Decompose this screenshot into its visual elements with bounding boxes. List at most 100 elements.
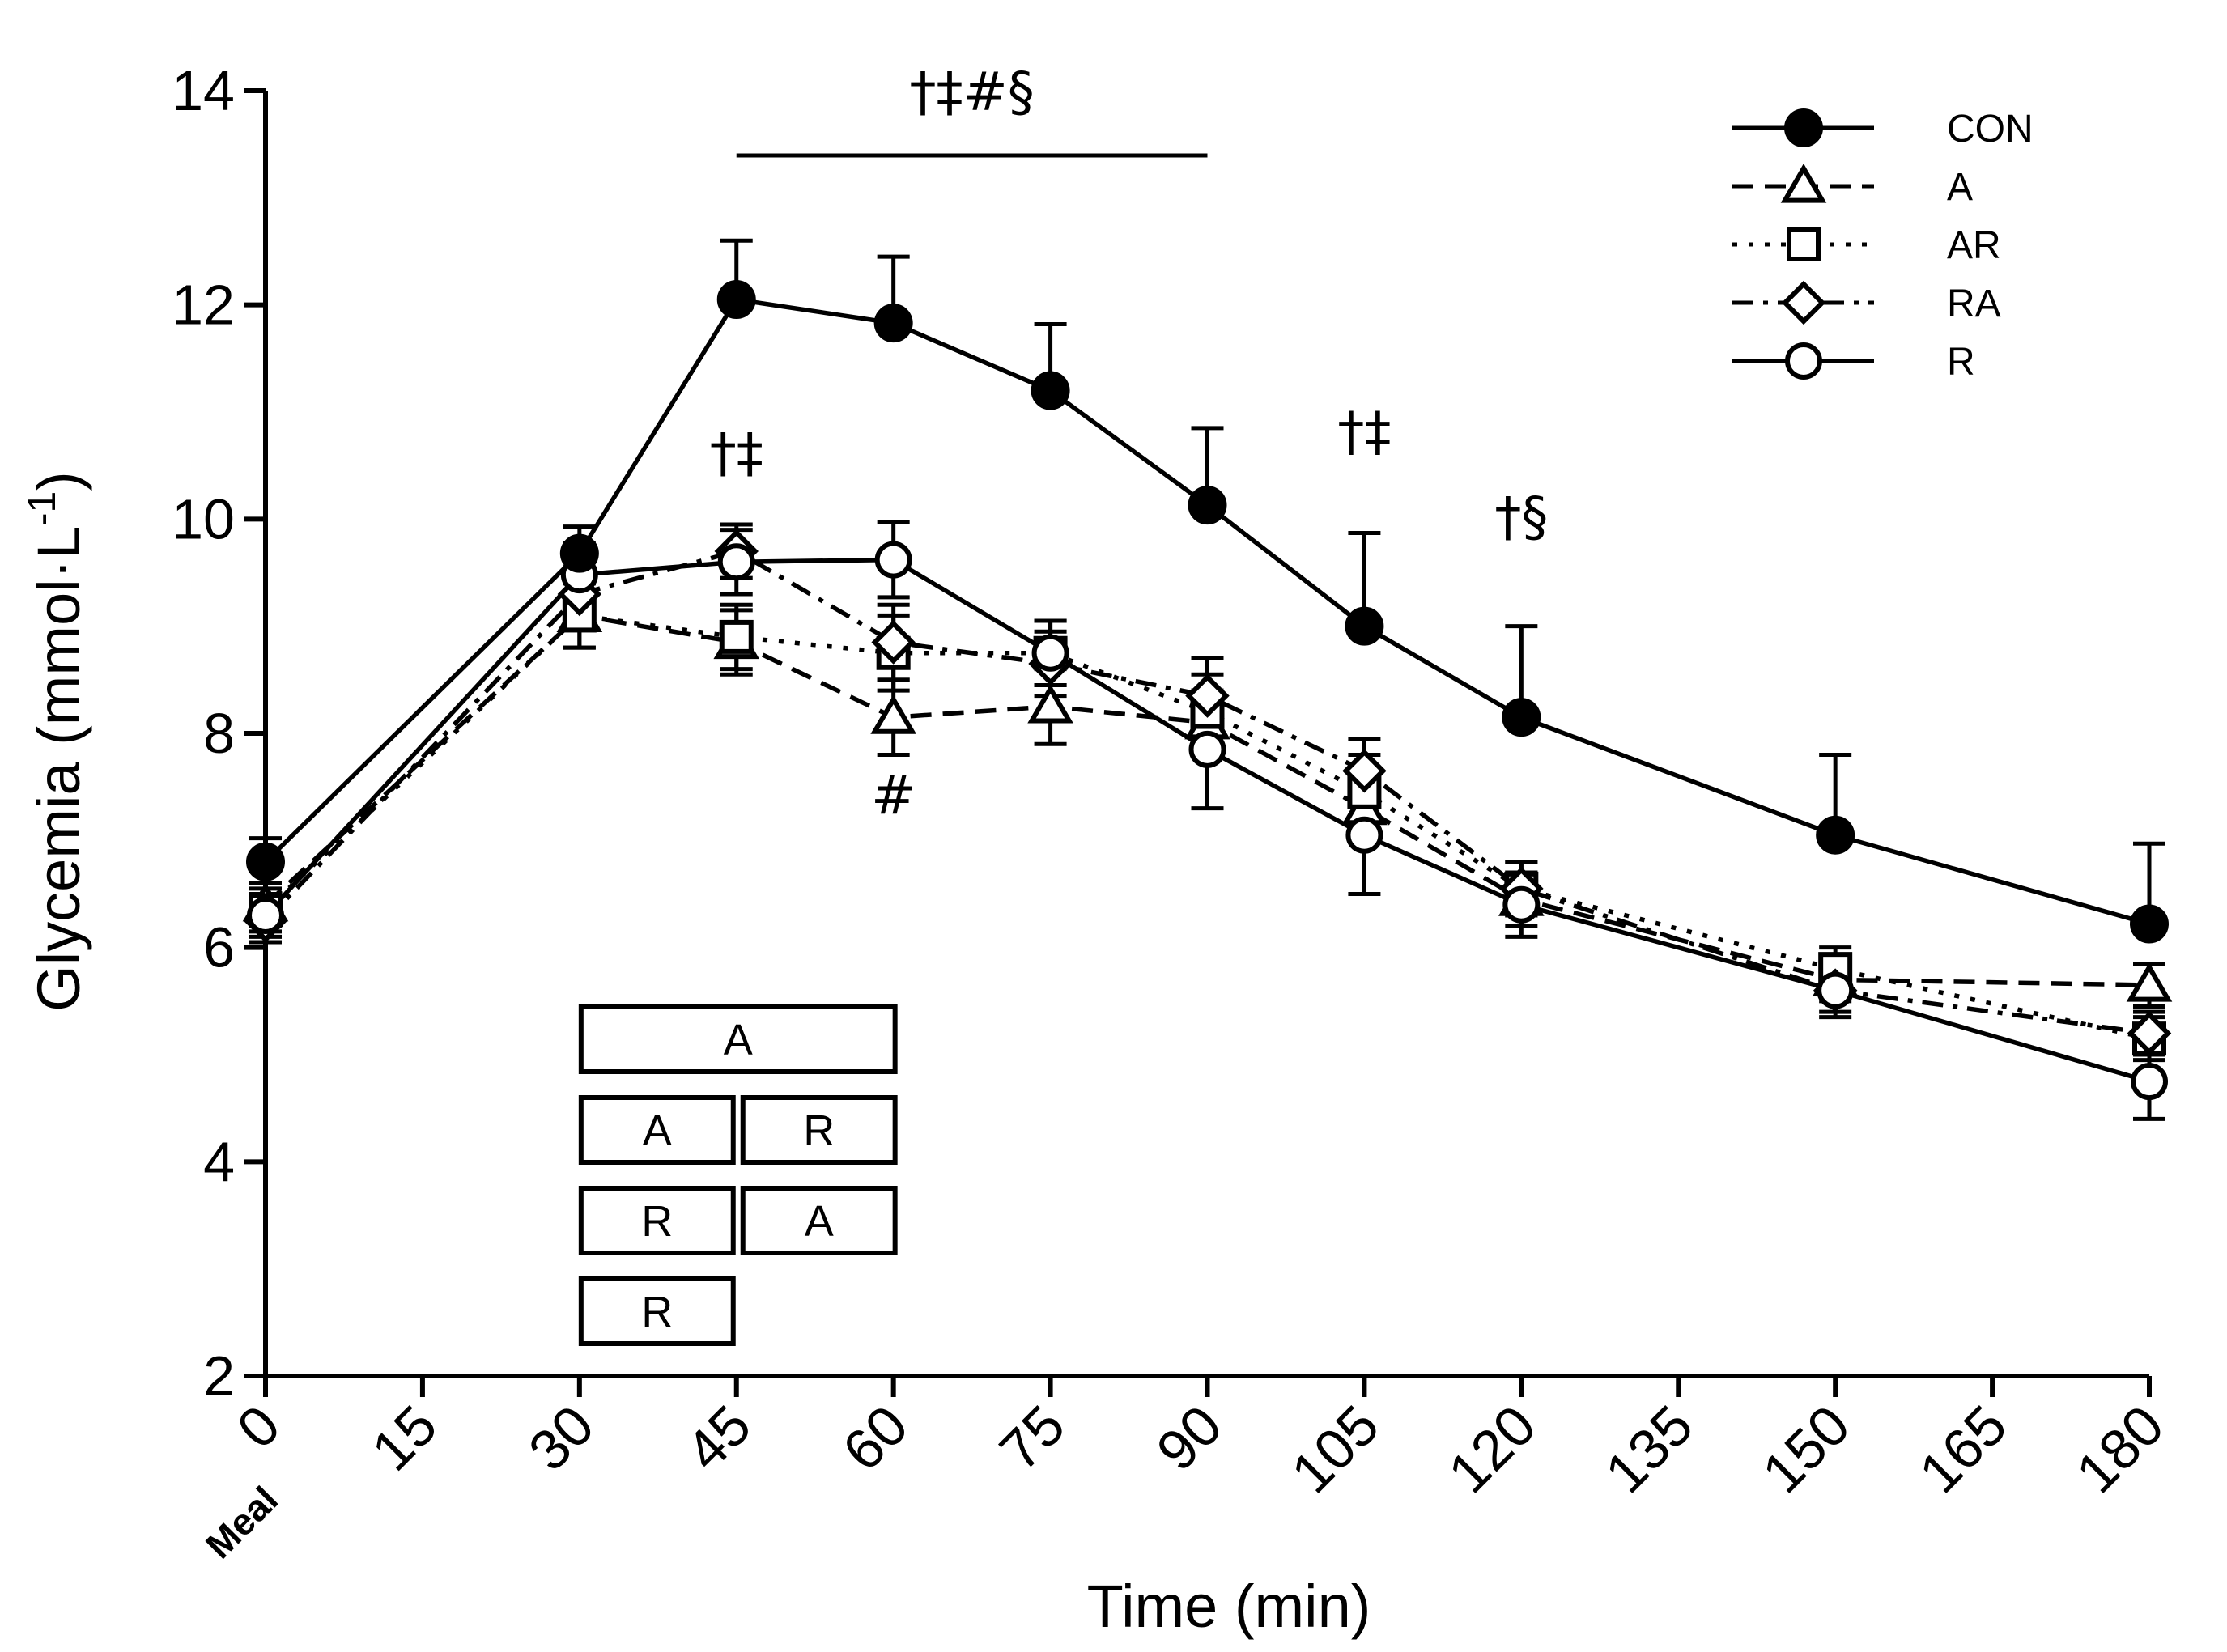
series-line-a xyxy=(264,613,2150,987)
legend-label: RA xyxy=(1947,282,2001,325)
x-tick-label: 30 xyxy=(516,1393,606,1482)
series-line-con xyxy=(264,297,2150,927)
data-point xyxy=(1502,885,1541,924)
data-point xyxy=(1031,371,1070,410)
protocol-box: A xyxy=(578,1004,898,1074)
data-point xyxy=(717,543,755,581)
data-point xyxy=(716,280,756,320)
data-point xyxy=(719,619,754,654)
data-point xyxy=(1031,634,1069,672)
x-tick-label: 150 xyxy=(1750,1393,1862,1505)
data-point xyxy=(1816,815,1855,855)
protocol-box-label: A xyxy=(724,1016,753,1064)
y-tick-label: 8 xyxy=(203,702,235,765)
annotation-layer: †‡#§ †‡ # †‡ †§ xyxy=(710,61,1549,826)
protocol-box-label: R xyxy=(641,1197,673,1246)
x-tick-label: 0 xyxy=(225,1393,292,1460)
data-point xyxy=(870,694,916,734)
protocol-box: A xyxy=(740,1186,898,1255)
protocol-box-label: A xyxy=(643,1106,672,1155)
data-point xyxy=(1345,606,1384,646)
data-point xyxy=(1345,816,1383,854)
protocol-box: R xyxy=(578,1276,736,1346)
y-axis-title-close: ) xyxy=(25,471,92,491)
protocol-box-frame xyxy=(578,1004,898,1074)
x-tick-label: 60 xyxy=(831,1393,920,1482)
x-tick-label: 90 xyxy=(1145,1393,1234,1482)
significance-bar-label: †‡#§ xyxy=(909,61,1034,123)
y-tick-label: 10 xyxy=(172,487,235,550)
legend-item-r: R xyxy=(1732,341,1975,384)
legend-marker xyxy=(1785,342,1822,380)
data-point xyxy=(1188,730,1226,768)
x-axis-title: Time (min) xyxy=(1087,1573,1371,1640)
x-tick-label: 45 xyxy=(674,1393,763,1482)
data-point xyxy=(1342,749,1387,793)
protocol-box-frame xyxy=(740,1095,898,1165)
legend-label: A xyxy=(1947,166,1973,209)
protocol-box-frame xyxy=(578,1186,736,1255)
y-tick-label: 12 xyxy=(172,274,235,337)
legend-marker xyxy=(1787,227,1821,261)
axes: 2 4 6 8 10 12 14 0 15 30 45 60 75 90 105 120 135 150 165 18… xyxy=(172,59,2175,1505)
significance-annotation: # xyxy=(871,764,916,826)
legend-label: CON xyxy=(1947,108,2034,151)
legend-label: AR xyxy=(1947,224,2001,267)
significance-annotation: †‡ xyxy=(710,422,763,484)
protocol-box-frame xyxy=(578,1276,736,1346)
protocol-box: A xyxy=(578,1095,736,1165)
data-point xyxy=(559,533,599,573)
x-tick-label: 120 xyxy=(1436,1393,1548,1505)
y-tick-label: 6 xyxy=(203,916,235,979)
x-tick-label: 165 xyxy=(1907,1393,2019,1505)
data-point xyxy=(873,304,913,343)
legend-label: R xyxy=(1947,341,1975,384)
y-axis-title-superscript: -1 xyxy=(21,491,64,526)
protocol-box-label: R xyxy=(641,1288,673,1336)
significance-annotation: †§ xyxy=(1494,486,1548,548)
protocol-box-label: A xyxy=(805,1197,834,1246)
y-tick-label: 2 xyxy=(203,1344,235,1408)
data-point xyxy=(1188,486,1227,525)
series-line-r xyxy=(263,557,2150,1084)
x-tick-label: 180 xyxy=(2064,1393,2176,1505)
series-layer xyxy=(242,238,2173,1121)
data-point xyxy=(1817,971,1855,1009)
data-point xyxy=(871,620,916,665)
meal-label: Meal xyxy=(198,1478,286,1566)
y-axis-title: Glycemia (mmol·L-1) xyxy=(21,471,92,1012)
protocol-box-label: R xyxy=(803,1106,835,1155)
x-tick-label: 105 xyxy=(1279,1393,1391,1505)
y-axis-title-main: Glycemia (mmol·L xyxy=(25,526,92,1012)
x-tick-label: 135 xyxy=(1593,1393,1705,1505)
data-point xyxy=(1185,673,1230,718)
x-tick-label: 15 xyxy=(359,1393,448,1482)
data-point xyxy=(2131,1063,2168,1101)
data-point xyxy=(1027,683,1073,724)
legend: CON A AR RA R xyxy=(1732,108,2034,384)
markers-con xyxy=(246,280,2169,944)
y-tick-label: 4 xyxy=(203,1130,235,1193)
data-point xyxy=(2127,1011,2172,1055)
x-tick-label: 75 xyxy=(988,1393,1077,1482)
protocol-box-frame xyxy=(578,1095,736,1165)
legend-marker xyxy=(1784,108,1823,147)
protocol-box-layer: AA RR AR xyxy=(578,1004,898,1346)
data-point xyxy=(246,842,285,881)
legend-marker xyxy=(1780,164,1827,203)
data-point xyxy=(2126,962,2173,1002)
data-point xyxy=(2130,904,2169,944)
series-r xyxy=(249,520,2165,1121)
legend-item-ar: AR xyxy=(1732,224,2001,267)
legend-marker xyxy=(1781,280,1826,325)
protocol-box: R xyxy=(578,1186,736,1255)
protocol-box-frame xyxy=(740,1186,898,1255)
series-con xyxy=(249,238,2165,927)
legend-item-ra: RA xyxy=(1732,280,2001,325)
legend-item-a: A xyxy=(1732,164,1973,209)
data-point xyxy=(247,896,284,934)
legend-item-con: CON xyxy=(1732,108,2034,151)
y-tick-label: 14 xyxy=(172,59,235,122)
significance-annotation: †‡ xyxy=(1337,400,1391,462)
